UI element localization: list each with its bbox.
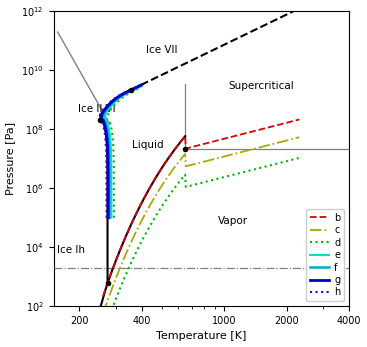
Text: Ice Ih: Ice Ih xyxy=(58,245,86,255)
Text: Ice II-VI: Ice II-VI xyxy=(78,104,116,114)
Text: Ice VII: Ice VII xyxy=(146,45,178,55)
Text: Vapor: Vapor xyxy=(218,215,248,226)
X-axis label: Temperature [K]: Temperature [K] xyxy=(156,331,247,341)
Text: Supercritical: Supercritical xyxy=(228,81,294,91)
Legend: b, c, d, e, f, g, h: b, c, d, e, f, g, h xyxy=(306,209,344,301)
Y-axis label: Pressure [Pa]: Pressure [Pa] xyxy=(6,122,15,195)
Text: Liquid: Liquid xyxy=(132,140,164,150)
